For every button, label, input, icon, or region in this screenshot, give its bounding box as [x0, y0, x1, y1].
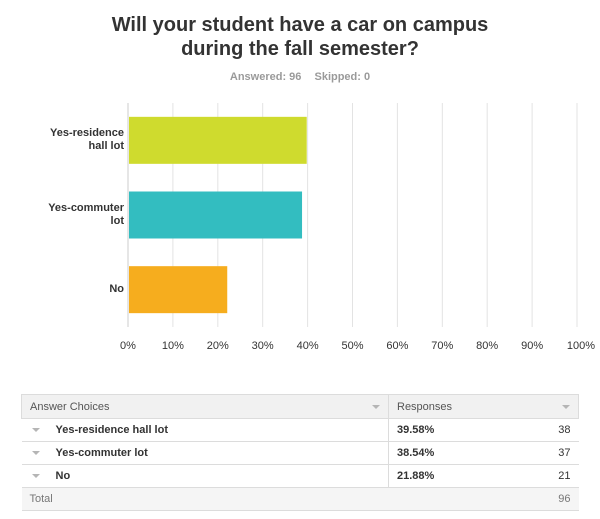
x-tick-label: 50% [341, 340, 364, 352]
total-count: 96 [513, 487, 579, 511]
response-percent: 21.88% [388, 464, 514, 488]
chart-title: Will your student have a car on campus d… [0, 13, 600, 61]
category-label: Yes-commuter lot [14, 202, 124, 228]
answer-choice: No [55, 470, 71, 482]
answer-choice: Yes-residence hall lot [55, 424, 169, 436]
x-tick-label: 70% [431, 340, 454, 352]
category-label-line: Yes-commuter [48, 202, 124, 214]
total-row: Total 96 [21, 487, 579, 511]
responses-table: Answer Choices Responses Yes-residence h… [21, 394, 579, 511]
x-tick-label: 100% [566, 340, 596, 352]
x-tick-label: 80% [476, 340, 499, 352]
response-count: 37 [513, 441, 579, 465]
expand-caret-icon[interactable] [31, 474, 40, 479]
bar[interactable] [129, 191, 303, 239]
table-row: Yes-residence hall lot 39.58% 38 [21, 418, 579, 442]
x-tick-label: 10% [161, 340, 184, 352]
table-row: No 21.88% 21 [21, 464, 579, 488]
title-line-1: Will your student have a car on campus [111, 14, 489, 36]
category-label-line: Yes-residence [50, 127, 124, 140]
response-stats: Answered: 96 Skipped: 0 [0, 71, 600, 83]
total-label: Total [21, 487, 514, 511]
skipped-count: Skipped: 0 [314, 71, 371, 83]
category-label-line: hall lot [88, 140, 124, 153]
category-label: Yes-residence hall lot [14, 127, 124, 153]
category-label: No [14, 283, 124, 296]
responses-header[interactable]: Responses [388, 394, 579, 419]
answer-choice: Yes-commuter lot [55, 447, 148, 459]
response-percent: 38.54% [388, 441, 514, 465]
expand-caret-icon[interactable] [31, 428, 40, 433]
x-tick-label: 20% [206, 340, 229, 352]
category-label-line: No [109, 283, 124, 296]
x-tick-label: 60% [386, 340, 409, 352]
response-count: 38 [513, 418, 579, 442]
answer-choices-header[interactable]: Answer Choices [21, 394, 389, 419]
sort-caret-icon[interactable] [562, 405, 570, 409]
category-label-line: lot [110, 215, 124, 227]
x-tick-label: 30% [251, 340, 274, 352]
bar-chart [127, 103, 578, 327]
answered-count: Answered: 96 [229, 71, 302, 83]
expand-caret-icon[interactable] [31, 451, 40, 456]
title-line-2: during the fall semester? [181, 38, 419, 60]
x-tick-label: 40% [296, 340, 319, 352]
sort-caret-icon[interactable] [372, 405, 380, 409]
response-count: 21 [513, 464, 579, 488]
table-row: Yes-commuter lot 38.54% 37 [21, 441, 579, 465]
bar[interactable] [129, 116, 307, 164]
response-percent: 39.58% [388, 418, 514, 442]
x-tick-label: 0% [120, 340, 136, 352]
bar[interactable] [129, 266, 228, 314]
x-tick-label: 90% [521, 340, 544, 352]
